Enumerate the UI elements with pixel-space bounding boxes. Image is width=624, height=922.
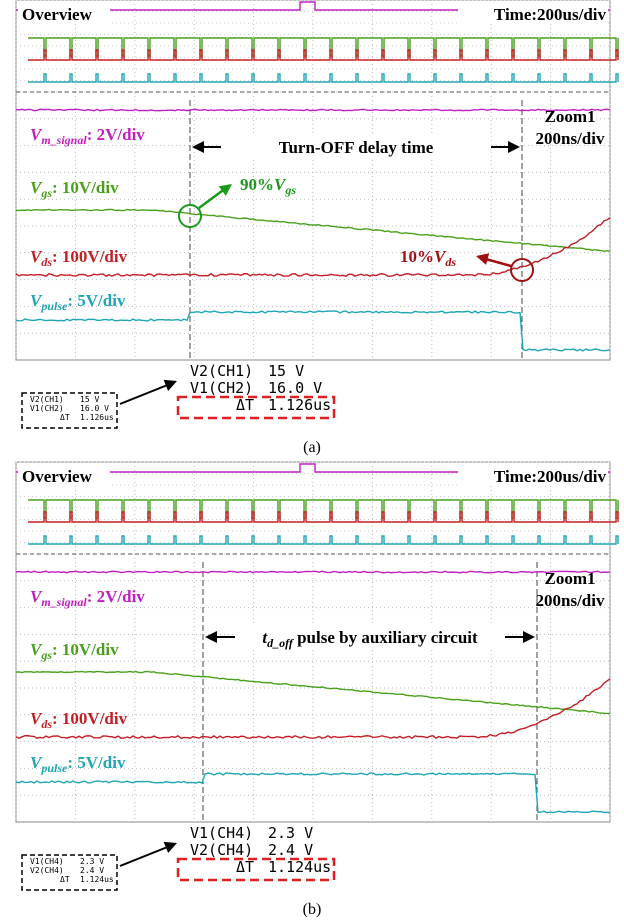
- measure-name: V1(CH2): [190, 379, 253, 397]
- pointer-arrow: [120, 846, 170, 866]
- pointer-arrow: [120, 384, 170, 404]
- annotation-part: 90%: [240, 175, 274, 194]
- channel-label-part: : 2V/div: [87, 587, 146, 606]
- channel-label-part: : 2V/div: [87, 125, 146, 144]
- mini-name: V2(CH1): [30, 395, 64, 404]
- annotation-part: gs: [284, 183, 296, 197]
- mini-name: V1(CH4): [30, 857, 64, 866]
- channel-label-part: m_signal: [41, 133, 87, 147]
- delay-label: td_off pulse by auxiliary circuit: [262, 628, 478, 650]
- panel: OverviewTime:200us/divZoom1200ns/divVm_s…: [16, 462, 618, 918]
- measure-value: 1.126us: [268, 396, 331, 414]
- zoom-label: Zoom1: [545, 569, 596, 588]
- mini-name: V1(CH2): [30, 404, 64, 413]
- mini-value: 1.126us: [80, 413, 114, 422]
- measure-value: 2.3 V: [268, 824, 313, 842]
- zoom-scale: 200ns/div: [536, 129, 605, 148]
- channel-label-part: : 5V/div: [67, 291, 126, 310]
- measure-value: 16.0 V: [268, 379, 322, 397]
- mini-value: 15 V: [80, 395, 99, 404]
- panel: OverviewTime:200us/divZoom1200ns/divVm_s…: [16, 0, 618, 456]
- channel-label-part: ds: [41, 717, 52, 731]
- channel-label-part: gs: [40, 648, 52, 662]
- mini-value: 2.4 V: [80, 866, 104, 875]
- measure-name: ΔT: [236, 396, 254, 414]
- delay-label-part: d_off: [267, 636, 294, 650]
- channel-label-part: : 10V/div: [52, 640, 119, 659]
- delay-label-part: Turn-OFF delay time: [279, 138, 434, 157]
- channel-label-part: pulse: [40, 299, 68, 313]
- overview-label: Overview: [22, 467, 93, 486]
- annotation-part: 10%: [400, 247, 434, 266]
- caption: (b): [303, 901, 322, 918]
- overview-label: Overview: [22, 5, 93, 24]
- channel-label-part: pulse: [40, 761, 68, 775]
- channel-label-part: : 100V/div: [52, 247, 128, 266]
- delay-label-part: pulse by auxiliary circuit: [293, 628, 478, 647]
- channel-label-part: m_signal: [41, 595, 87, 609]
- arrow-head: [164, 375, 180, 391]
- channel-label-part: : 100V/div: [52, 709, 128, 728]
- caption: (a): [303, 439, 321, 456]
- mini-value: 1.124us: [80, 875, 114, 884]
- time-scale: Time:200us/div: [494, 5, 607, 24]
- measure-name: V1(CH4): [190, 824, 253, 842]
- annotation-part: ds: [445, 255, 456, 269]
- arrow-head: [164, 837, 180, 853]
- zoom-label: Zoom1: [545, 107, 596, 126]
- mini-name: ΔT: [60, 413, 70, 422]
- zoom-scale: 200ns/div: [536, 591, 605, 610]
- channel-label-part: : 10V/div: [52, 178, 119, 197]
- channel-label-part: ds: [41, 255, 52, 269]
- measure-name: ΔT: [236, 858, 254, 876]
- measure-name: V2(CH1): [190, 362, 253, 380]
- figure: OverviewTime:200us/divZoom1200ns/divVm_s…: [0, 0, 624, 922]
- channel-label-part: : 5V/div: [67, 753, 126, 772]
- measure-value: 15 V: [268, 362, 304, 380]
- mini-name: ΔT: [60, 875, 70, 884]
- time-scale: Time:200us/div: [494, 467, 607, 486]
- mini-value: 2.3 V: [80, 857, 104, 866]
- measure-value: 2.4 V: [268, 841, 313, 859]
- mini-value: 16.0 V: [80, 404, 109, 413]
- measure-name: V2(CH4): [190, 841, 253, 859]
- delay-label: Turn-OFF delay time: [279, 138, 434, 157]
- channel-label-part: gs: [40, 186, 52, 200]
- measure-value: 1.124us: [268, 858, 331, 876]
- mini-name: V2(CH4): [30, 866, 64, 875]
